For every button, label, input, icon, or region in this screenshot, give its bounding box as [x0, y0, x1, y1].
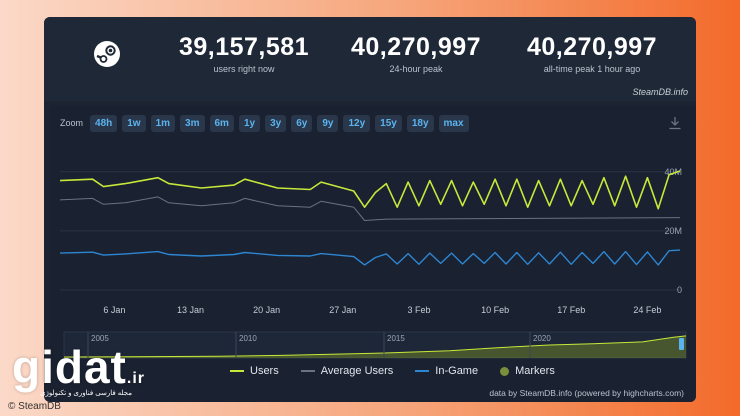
- zoom-button-1w[interactable]: 1w: [122, 114, 146, 132]
- stat-value: 40,270,997: [526, 33, 658, 61]
- x-tick-label: 13 Jan: [177, 305, 204, 315]
- zoom-button-9y[interactable]: 9y: [317, 114, 339, 132]
- x-tick-label: 27 Jan: [329, 305, 356, 315]
- stat-value: 40,270,997: [350, 33, 482, 61]
- chart-legend: Users Average Users In-Game Markers: [230, 365, 555, 377]
- watermark-suffix: .ir: [126, 370, 146, 387]
- stat-current-users: 39,157,581 users right now: [164, 33, 324, 74]
- gidat-watermark: gidat.ir: [12, 340, 145, 394]
- navigator-handle[interactable]: [679, 338, 684, 350]
- zoom-label: Zoom: [60, 118, 84, 128]
- series-line-users: [59, 170, 681, 210]
- stat-label: users right now: [213, 64, 275, 74]
- navigator-label: 2020: [533, 334, 551, 343]
- x-tick-label: 6 Jan: [103, 305, 125, 315]
- legend-line-icon: [300, 370, 315, 372]
- steamdb-credit-link[interactable]: SteamDB.info: [632, 87, 688, 97]
- watermark-text: gidat: [12, 341, 127, 393]
- series-line-in-game: [59, 249, 681, 266]
- legend-item-average-users[interactable]: Average Users: [300, 365, 394, 377]
- stat-label: all-time peak 1 hour ago: [543, 64, 641, 74]
- steam-stats-card: 39,157,581 users right now 40,270,997 24…: [44, 17, 696, 402]
- zoom-toolbar: Zoom 48h 1w 1m 3m 6m 1y 3y 6y 9y 12y 15y…: [60, 114, 469, 132]
- zoom-button-3m[interactable]: 3m: [180, 114, 205, 132]
- data-source-credit[interactable]: data by SteamDB.info (powered by highcha…: [489, 388, 684, 398]
- navigator-label: 2015: [387, 334, 405, 343]
- stat-value: 39,157,581: [178, 33, 310, 61]
- y-tick-label: 40M: [664, 167, 682, 177]
- x-tick-label: 24 Feb: [633, 305, 661, 315]
- zoom-button-18y[interactable]: 18y: [406, 114, 434, 132]
- stat-all-time-peak: 40,270,997 all-time peak 1 hour ago: [512, 33, 672, 74]
- y-tick-label: 0: [677, 285, 682, 295]
- zoom-button-15y[interactable]: 15y: [375, 114, 402, 132]
- navigator-label: 2005: [91, 334, 109, 343]
- zoom-button-6m[interactable]: 6m: [209, 114, 234, 132]
- legend-item-users[interactable]: Users: [230, 365, 279, 377]
- legend-item-in-game[interactable]: In-Game: [415, 365, 478, 377]
- series-line-average-users: [59, 196, 681, 221]
- navigator-line: [63, 335, 687, 358]
- zoom-button-6y[interactable]: 6y: [291, 114, 313, 132]
- legend-label: Users: [250, 365, 279, 377]
- copyright-text: © SteamDB: [8, 401, 61, 412]
- zoom-button-1y[interactable]: 1y: [238, 114, 261, 132]
- legend-label: In-Game: [435, 365, 479, 377]
- zoom-button-max[interactable]: max: [438, 114, 469, 132]
- stat-label: 24-hour peak: [389, 64, 443, 74]
- zoom-button-1m[interactable]: 1m: [150, 114, 176, 132]
- x-tick-label: 20 Jan: [253, 305, 280, 315]
- legend-label: Markers: [515, 365, 555, 377]
- legend-line-icon: [415, 370, 430, 372]
- navigator-label: 2010: [239, 334, 257, 343]
- zoom-button-12y[interactable]: 12y: [343, 114, 371, 132]
- stat-24h-peak: 40,270,997 24-hour peak: [336, 33, 496, 74]
- watermark-subtitle: مجله فارسی فناوری و تکنولوژی: [40, 390, 133, 397]
- x-tick-label: 17 Feb: [557, 305, 585, 315]
- legend-dot-icon: [500, 366, 510, 376]
- legend-item-markers[interactable]: Markers: [500, 365, 555, 377]
- zoom-button-3y[interactable]: 3y: [265, 114, 287, 132]
- zoom-button-48h[interactable]: 48h: [90, 114, 118, 132]
- x-tick-label: 3 Feb: [407, 305, 430, 315]
- chart-area: Zoom 48h 1w 1m 3m 6m 1y 3y 6y 9y 12y 15y…: [50, 105, 696, 402]
- x-tick-label: 10 Feb: [481, 305, 509, 315]
- stats-header: 39,157,581 users right now 40,270,997 24…: [44, 17, 696, 101]
- legend-line-icon: [230, 370, 244, 372]
- y-tick-label: 20M: [664, 226, 682, 236]
- steam-logo-icon: [94, 41, 120, 67]
- player-count-chart[interactable]: 0 20M 40M 6 Jan 13 Jan 20 Jan 27 Jan 3 Feb 10 Fe…: [50, 105, 696, 402]
- legend-label: Average Users: [320, 365, 394, 377]
- download-icon[interactable]: [668, 116, 682, 130]
